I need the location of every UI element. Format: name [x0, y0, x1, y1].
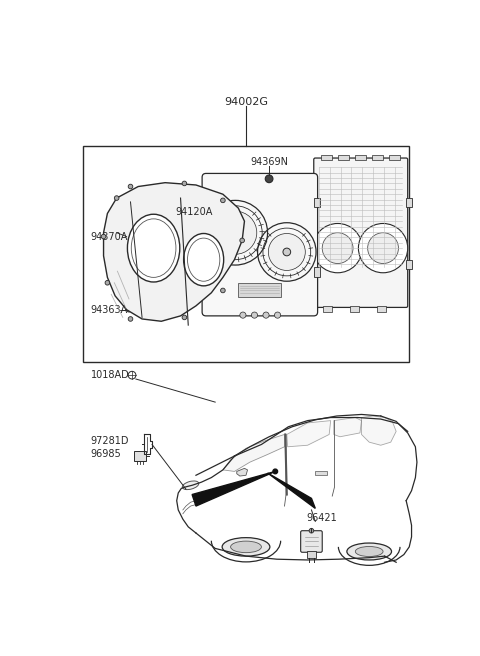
FancyBboxPatch shape: [300, 531, 322, 552]
Bar: [200, 268, 206, 277]
Bar: [377, 306, 386, 312]
Circle shape: [230, 228, 240, 237]
Circle shape: [221, 288, 225, 293]
Polygon shape: [192, 472, 275, 506]
Bar: [200, 198, 206, 207]
Bar: [322, 155, 332, 159]
Circle shape: [105, 281, 110, 285]
Text: 94369N: 94369N: [250, 157, 288, 167]
Circle shape: [265, 175, 273, 182]
Ellipse shape: [347, 543, 392, 560]
Circle shape: [114, 195, 119, 200]
Bar: [309, 198, 315, 207]
Bar: [338, 155, 349, 159]
Text: 94370A: 94370A: [90, 232, 128, 241]
Ellipse shape: [131, 219, 176, 277]
Circle shape: [221, 198, 225, 203]
Polygon shape: [334, 417, 361, 437]
Circle shape: [322, 233, 353, 264]
Circle shape: [313, 224, 362, 273]
Bar: [307, 551, 316, 558]
Text: 94002G: 94002G: [224, 97, 268, 107]
Bar: [389, 155, 400, 159]
Circle shape: [275, 312, 281, 318]
Circle shape: [128, 317, 133, 321]
Text: 96985: 96985: [90, 449, 121, 459]
Polygon shape: [237, 468, 248, 476]
Circle shape: [273, 469, 277, 474]
Text: 94363A: 94363A: [90, 305, 128, 315]
Bar: [238, 283, 281, 297]
Circle shape: [309, 528, 314, 533]
Circle shape: [268, 234, 305, 270]
Bar: [314, 268, 320, 277]
Ellipse shape: [184, 234, 224, 286]
Text: 94120A: 94120A: [175, 207, 213, 217]
Bar: [406, 198, 412, 207]
Circle shape: [182, 181, 187, 186]
Circle shape: [214, 211, 257, 255]
Text: 1018AD: 1018AD: [90, 370, 129, 380]
Bar: [314, 198, 320, 207]
Circle shape: [182, 315, 187, 319]
Bar: [323, 306, 332, 312]
Bar: [309, 260, 315, 269]
Polygon shape: [223, 434, 285, 472]
Ellipse shape: [188, 238, 220, 281]
Circle shape: [359, 224, 408, 273]
Circle shape: [240, 238, 244, 243]
Bar: [315, 472, 327, 475]
Circle shape: [252, 312, 258, 318]
Ellipse shape: [127, 215, 180, 282]
FancyBboxPatch shape: [202, 173, 318, 316]
Ellipse shape: [230, 541, 262, 552]
Bar: [406, 260, 412, 269]
Polygon shape: [361, 416, 396, 445]
Circle shape: [263, 312, 269, 318]
Text: 97281D: 97281D: [90, 436, 129, 445]
Ellipse shape: [355, 546, 383, 556]
Bar: [133, 451, 146, 461]
Bar: [372, 155, 383, 159]
Circle shape: [240, 312, 246, 318]
Circle shape: [101, 234, 106, 239]
Ellipse shape: [182, 481, 199, 489]
Circle shape: [127, 308, 131, 312]
Ellipse shape: [222, 538, 270, 556]
Circle shape: [128, 184, 133, 189]
Bar: [350, 306, 359, 312]
Bar: [83, 146, 409, 362]
Polygon shape: [287, 420, 331, 447]
FancyBboxPatch shape: [314, 158, 408, 308]
Bar: [355, 155, 366, 159]
Circle shape: [283, 248, 291, 256]
Text: 96421: 96421: [306, 512, 337, 523]
Polygon shape: [104, 182, 244, 321]
Polygon shape: [267, 473, 315, 508]
Circle shape: [368, 233, 398, 264]
